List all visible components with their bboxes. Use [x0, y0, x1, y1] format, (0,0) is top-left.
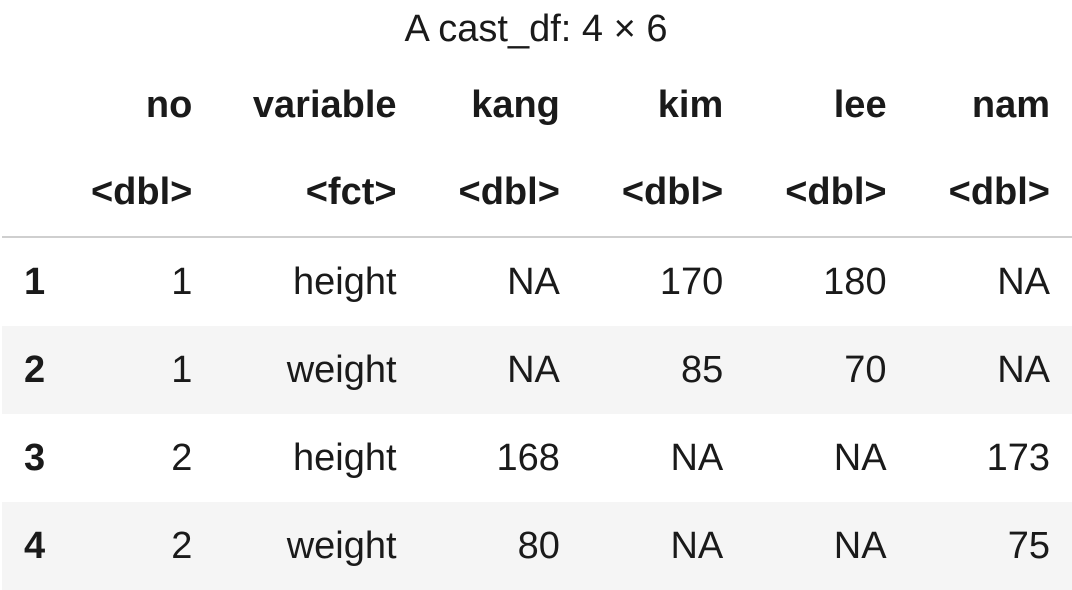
column-names-row: no variable kang kim lee nam	[2, 62, 1072, 148]
column-header-kim: kim	[657, 83, 724, 126]
row-index: 4	[24, 524, 46, 567]
cell-no: 2	[171, 436, 193, 479]
column-type-no: <dbl>	[90, 170, 193, 213]
cell-no: 2	[171, 524, 193, 567]
cell-lee: 70	[844, 348, 887, 391]
column-types-row: <dbl> <fct> <dbl> <dbl> <dbl> <dbl>	[2, 148, 1072, 237]
column-header-nam: nam	[971, 83, 1050, 126]
index-type	[2, 148, 71, 237]
column-type-nam: <dbl>	[948, 170, 1050, 213]
column-type-variable: <fct>	[305, 170, 397, 213]
cell-lee: NA	[833, 436, 887, 479]
cell-kim: 85	[680, 348, 724, 391]
cell-nam: 75	[1007, 524, 1050, 567]
cell-kim: 170	[659, 260, 724, 303]
table-row: 3 2 height 168 NA NA 173	[2, 414, 1072, 502]
column-header-variable: variable	[252, 83, 397, 126]
data-frame-table: no variable kang kim lee nam <dbl> <fct>…	[2, 62, 1072, 590]
cell-lee: 180	[823, 260, 887, 303]
row-index: 3	[24, 436, 46, 479]
column-type-kang: <dbl>	[458, 170, 560, 213]
cell-variable: height	[293, 436, 397, 479]
column-header-kang: kang	[471, 83, 560, 126]
cell-kang: NA	[507, 260, 560, 303]
cell-no: 1	[171, 348, 193, 391]
cell-kang: 80	[517, 524, 560, 567]
table-caption: A cast_df: 4 × 6	[404, 8, 668, 50]
cell-nam: NA	[997, 260, 1050, 303]
column-type-kim: <dbl>	[621, 170, 724, 213]
table-body: 1 1 height NA 170 180 NA 2 1 weight NA 8…	[2, 237, 1072, 590]
cell-no: 1	[171, 260, 193, 303]
cell-nam: 173	[986, 436, 1050, 479]
cell-kim: NA	[670, 436, 724, 479]
cell-kim: NA	[670, 524, 724, 567]
column-type-lee: <dbl>	[785, 170, 887, 213]
cell-variable: height	[293, 260, 397, 303]
cell-nam: NA	[997, 348, 1050, 391]
column-header-no: no	[145, 83, 193, 126]
index-header	[2, 62, 71, 148]
table-row: 1 1 height NA 170 180 NA	[2, 237, 1072, 326]
row-index: 2	[24, 348, 46, 391]
cell-variable: weight	[286, 524, 397, 567]
cell-kang: NA	[507, 348, 560, 391]
cell-kang: 168	[496, 436, 560, 479]
cell-variable: weight	[286, 348, 397, 391]
row-index: 1	[24, 260, 46, 303]
table-row: 2 1 weight NA 85 70 NA	[2, 326, 1072, 414]
cell-lee: NA	[833, 524, 887, 567]
table-header: no variable kang kim lee nam <dbl> <fct>…	[2, 62, 1072, 237]
column-header-lee: lee	[833, 83, 887, 126]
table-row: 4 2 weight 80 NA NA 75	[2, 502, 1072, 590]
